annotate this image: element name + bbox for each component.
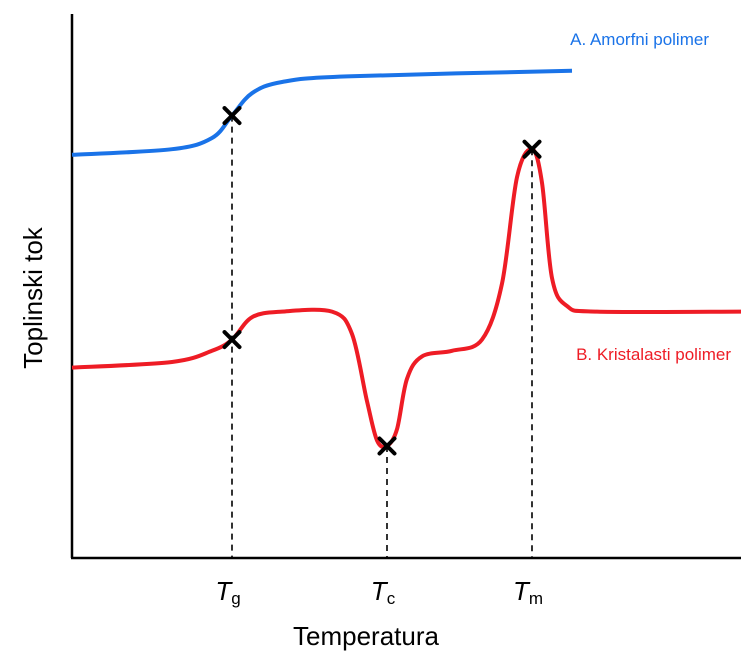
- marker-kristalasti-c: [377, 436, 397, 456]
- y-axis-label: Toplinski tok: [18, 226, 48, 369]
- x-tick-labels: Tg Tc Tm: [215, 576, 543, 608]
- legend-amorfni: A. Amorfni polimer: [570, 30, 709, 49]
- legend-kristalasti: B. Kristalasti polimer: [576, 345, 731, 364]
- series-group: [71, 68, 741, 450]
- x-tick-label-c: Tc: [371, 576, 396, 608]
- series-line-amorfni: [71, 68, 573, 157]
- x-axis-label: Temperatura: [293, 621, 439, 651]
- marker-amorfni-g: [222, 106, 242, 126]
- x-tick-label-m: Tm: [513, 576, 543, 608]
- x-tick-label-g: Tg: [215, 576, 240, 608]
- marker-kristalasti-m: [522, 139, 542, 159]
- transition-guides: [231, 115, 533, 558]
- marker-kristalasti-g: [222, 330, 242, 350]
- markers-group: [222, 106, 542, 456]
- series-line-kristalasti: [71, 147, 741, 450]
